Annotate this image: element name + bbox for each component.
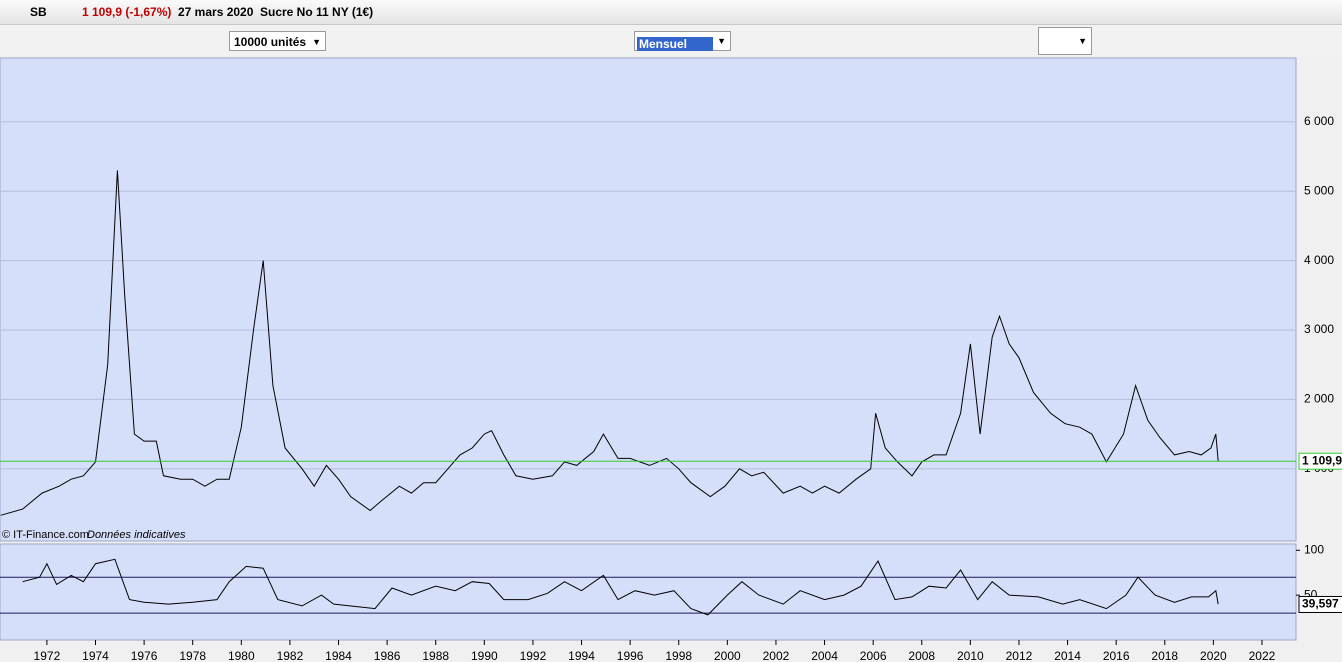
x-tick-label: 1988 xyxy=(422,649,449,662)
indicator-button[interactable]: ▼ xyxy=(1038,27,1092,55)
units-text: 10000 unités xyxy=(234,35,307,49)
plot-background xyxy=(0,543,1297,641)
x-tick-label: 1990 xyxy=(471,649,498,662)
last-label: 1 109,9 xyxy=(1302,453,1342,467)
x-tick-label: 2014 xyxy=(1054,649,1081,662)
x-tick-label: 2016 xyxy=(1103,649,1130,662)
x-tick-label: 1980 xyxy=(228,649,255,662)
title-bar: SB 1 109,9 (-1,67%) 27 mars 2020 Sucre N… xyxy=(0,0,1342,25)
x-tick-label: 1978 xyxy=(179,649,206,662)
price-line xyxy=(0,170,1219,516)
x-tick-label: 1982 xyxy=(277,649,304,662)
x-tick-label: 2008 xyxy=(908,649,935,662)
x-tick-label: 2020 xyxy=(1200,649,1227,662)
source: © IT-Finance.com xyxy=(2,529,89,541)
last-label: 39,597 xyxy=(1302,597,1339,611)
x-tick-label: 1998 xyxy=(665,649,692,662)
last-label-box xyxy=(1298,452,1342,470)
price-change: 1 109,9 (-1,67%) xyxy=(82,5,172,19)
x-tick-label: 2004 xyxy=(811,649,838,662)
plot-background xyxy=(0,57,1297,542)
y-tick-label: 5 000 xyxy=(1304,183,1334,197)
x-tick-label: 1972 xyxy=(34,649,61,662)
note: Données indicatives xyxy=(87,529,186,541)
x-tick-label: 2006 xyxy=(860,649,887,662)
x-tick-label: 1984 xyxy=(325,649,352,662)
x-tick-label: 1976 xyxy=(131,649,158,662)
period-dropdown[interactable]: Mensuel ▼ xyxy=(634,31,731,51)
controls-bar: 10000 unités ▼ Mensuel ▼ ▼ xyxy=(0,25,1342,56)
period-text: Mensuel xyxy=(637,37,713,51)
x-tick-label: 2000 xyxy=(714,649,741,662)
y-tick-label: 6 000 xyxy=(1304,114,1334,128)
x-tick-label: 1994 xyxy=(568,649,595,662)
date: 27 mars 2020 xyxy=(178,5,254,19)
x-tick-label: 2012 xyxy=(1006,649,1033,662)
x-tick-label: 2022 xyxy=(1249,649,1276,662)
units-dropdown[interactable]: 10000 unités ▼ xyxy=(229,31,326,51)
x-tick-label: 1992 xyxy=(520,649,547,662)
x-tick-label: 2002 xyxy=(763,649,790,662)
price-line xyxy=(22,558,1219,616)
x-tick-label: 2018 xyxy=(1151,649,1178,662)
x-tick-label: 2010 xyxy=(957,649,984,662)
x-tick-label: 1986 xyxy=(374,649,401,662)
symbol[interactable]: SB xyxy=(30,5,47,19)
y-tick-label: 3 000 xyxy=(1304,322,1334,336)
instrument-name: Sucre No 11 NY (1€) xyxy=(260,5,374,19)
x-tick-label: 1996 xyxy=(617,649,644,662)
y-tick-label: 2 000 xyxy=(1304,392,1334,406)
x-tick-label: 1974 xyxy=(82,649,109,662)
last-label-box xyxy=(1298,595,1342,613)
y-tick-label: 100 xyxy=(1304,542,1324,556)
y-tick-label: 4 000 xyxy=(1304,253,1334,267)
